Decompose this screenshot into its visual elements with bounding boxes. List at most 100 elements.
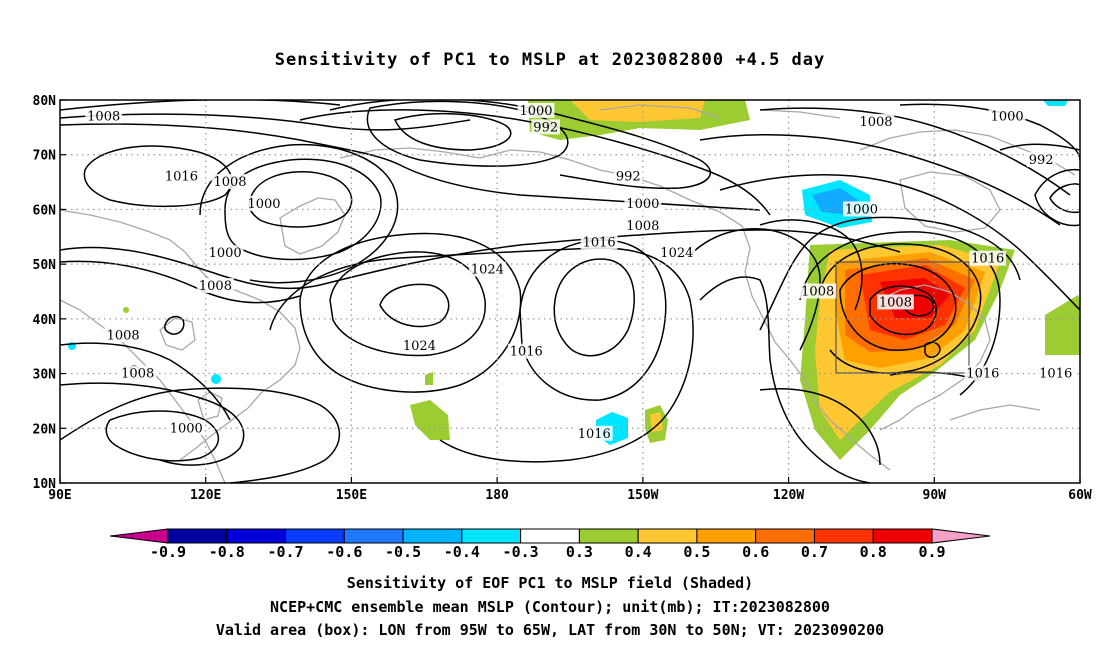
colorbar-label: 0.7	[801, 543, 828, 561]
colorbar-label: 0.8	[860, 543, 887, 561]
contour-label: 1008	[199, 279, 232, 294]
contour-label: 1016	[578, 427, 611, 442]
colorbar-segment	[285, 528, 345, 544]
y-tick-label: 70N	[33, 149, 57, 164]
contour-label-bg	[85, 108, 123, 124]
contour-label-bg	[964, 365, 1002, 381]
colorbar-label: -0.6	[326, 543, 362, 561]
contour-label: 992	[616, 170, 641, 185]
contour-label-bg	[197, 278, 234, 294]
colorbar: -0.9 -0.8 -0.7 -0.6 -0.5 -0.4 -0.3 0.3 0.4 0.5 0.6…	[109, 528, 991, 561]
y-tick-label: 40N	[33, 313, 57, 328]
contour-label-bg	[469, 261, 506, 277]
contour-label-bg	[969, 250, 1007, 266]
chart-title: Sensitivity of PC1 to MSLP at 2023082800…	[274, 50, 826, 70]
colorbar-segment	[167, 528, 228, 544]
contour-label: 1016	[165, 170, 198, 185]
colorbar-label: -0.3	[503, 543, 539, 561]
colorbar-segment	[813, 528, 874, 544]
contour-label-bg	[988, 108, 1026, 124]
x-tick-label: 90W	[923, 488, 947, 503]
gridlines	[60, 100, 1080, 483]
colorbar-label: 0.6	[742, 543, 769, 561]
contour-label: 1000	[247, 197, 280, 212]
x-tick-label: 120W	[773, 488, 804, 503]
x-tick-label: 120E	[190, 488, 221, 503]
colorbar-segment	[343, 528, 404, 544]
contour-label: 1008	[801, 285, 834, 300]
contour-label: 1016	[966, 367, 999, 382]
colorbar-label: -0.8	[209, 543, 245, 561]
contour-label: 1016	[971, 252, 1004, 267]
x-tick-label: 150E	[336, 488, 367, 503]
contour-label-bg	[877, 294, 914, 310]
contour-label-bg	[857, 113, 895, 129]
colorbar-label: -0.5	[385, 543, 421, 561]
x-tick-label: 90E	[48, 488, 71, 503]
colorbar-segment	[520, 528, 580, 544]
contour-label: 1016	[583, 235, 616, 250]
plot-frame	[59, 99, 1081, 484]
contour-label-bg	[119, 365, 157, 381]
colorbar-right-arrow	[931, 528, 991, 544]
contour-label: 1024	[403, 339, 436, 354]
contour-label-bg	[245, 195, 283, 211]
contour-label: 1008	[879, 295, 912, 310]
contour-label-bg	[624, 195, 662, 211]
colorbar-label: 0.9	[918, 543, 945, 561]
contour-label: 992	[533, 120, 558, 135]
caption-line-3: Valid area (box): LON from 95W to 65W, L…	[215, 621, 885, 639]
contour-label-bg	[163, 168, 200, 184]
contour-label-bg	[843, 201, 880, 217]
x-axis: 90E 120E 150E 180 150W 120W 90W 60W	[48, 477, 1092, 503]
y-tick-label: 10N	[33, 477, 57, 492]
contour-label: 1016	[1039, 367, 1072, 382]
colorbar-label: -0.9	[150, 543, 186, 561]
contour-label: 1000	[209, 246, 242, 261]
y-tick-label: 60N	[33, 203, 57, 218]
contour-label-bg	[1037, 365, 1075, 381]
contour-label: 1008	[859, 115, 892, 130]
contour-label: 1016	[510, 345, 543, 360]
contour-label-bg	[507, 343, 545, 359]
contour-label: 1000	[991, 109, 1024, 124]
x-tick-label: 180	[485, 488, 509, 503]
contour-label: 1000	[170, 421, 203, 436]
contour-label-bg	[167, 420, 205, 436]
contour-label-bg	[401, 338, 438, 354]
contour-label: 1008	[626, 219, 659, 234]
colorbar-label: 0.5	[683, 543, 710, 561]
colorbar-label: 0.3	[566, 543, 593, 561]
colorbar-label: -0.7	[267, 543, 303, 561]
y-tick-label: 30N	[33, 368, 57, 383]
y-tick-label: 80N	[33, 94, 57, 109]
colorbar-label: 0.4	[625, 543, 652, 561]
contour-label: 1024	[471, 263, 504, 278]
contour-label-bg	[658, 245, 696, 261]
contour-label-bg	[624, 217, 662, 233]
colorbar-segment	[578, 528, 639, 544]
contour-label-bg	[206, 245, 244, 261]
contour-label: 1000	[845, 202, 878, 217]
coastlines	[60, 104, 1076, 483]
caption-line-1: Sensitivity of EOF PC1 to MSLP field (Sh…	[346, 574, 754, 592]
y-axis: 10N 20N 30N 40N 50N 60N 70N 80N	[33, 94, 66, 492]
contour-label: 1008	[121, 367, 154, 382]
contour-label-bg	[580, 234, 618, 250]
contour-label: 1008	[87, 109, 120, 124]
x-tick-label: 60W	[1068, 488, 1092, 503]
contour-label: 1000	[626, 197, 659, 212]
colorbar-segment	[226, 528, 287, 544]
contour-label-bg	[517, 102, 555, 118]
colorbar-segment	[755, 528, 815, 544]
colorbar-segment	[402, 528, 463, 544]
contour-label: 1008	[213, 175, 246, 190]
contour-label-bg	[613, 168, 643, 184]
colorbar-segment	[696, 528, 757, 544]
y-tick-label: 20N	[33, 422, 57, 437]
contour-label-bg	[1026, 152, 1056, 168]
colorbar-left-arrow	[109, 528, 169, 544]
colorbar-segment	[637, 528, 698, 544]
